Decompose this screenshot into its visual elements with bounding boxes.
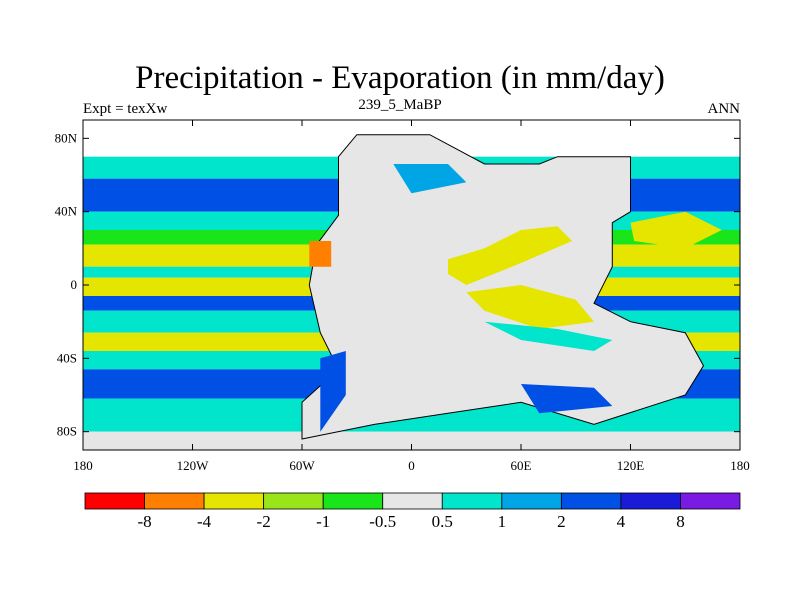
- axes: 180 120W 60W 0 60E 120E 180 80N 40N 0 40S 80S: [55, 120, 750, 473]
- colorbar-swatch-7: [501, 492, 562, 510]
- y-tick-label-4: 80S: [57, 424, 77, 439]
- colorbar: -8 -4 -2 -1 -0.5 0.5 1 2 4 8: [84, 492, 741, 531]
- field-patch-0: [448, 226, 573, 285]
- colorbar-swatch-5: [382, 492, 443, 510]
- colorbar-swatch-1: [144, 492, 205, 510]
- continent-outline: [301, 134, 705, 440]
- field-patch-5: [320, 351, 346, 432]
- colorbar-swatch-4: [322, 492, 384, 510]
- y-tick-label-0: 80N: [55, 130, 78, 145]
- colorbar-label-2: -2: [257, 512, 271, 531]
- colorbar-swatch-9: [620, 492, 681, 510]
- subtitle-label: 239_5_MaBP: [358, 97, 442, 113]
- colorbar-swatch-6: [441, 492, 503, 510]
- field-patch-2: [484, 321, 613, 351]
- x-tick-label-6: 180: [730, 458, 750, 473]
- colorbar-label-6: 1: [498, 512, 507, 531]
- colorbar-swatch-8: [560, 492, 622, 510]
- x-tick-label-4: 60E: [511, 458, 532, 473]
- colorbar-label-7: 2: [557, 512, 566, 531]
- field-patch-6: [393, 164, 467, 194]
- field-patch-4: [309, 241, 332, 267]
- colorbar-label-1: -4: [197, 512, 212, 531]
- plot-area: [83, 120, 740, 450]
- colorbar-swatch-3: [263, 492, 324, 510]
- field-patch-3: [630, 211, 722, 249]
- x-tick-label-2: 60W: [289, 458, 315, 473]
- period-label: ANN: [707, 101, 741, 117]
- x-tick-label-1: 120W: [177, 458, 210, 473]
- field-patch-1: [466, 285, 594, 329]
- y-tick-label-3: 40S: [57, 350, 77, 365]
- y-tick-label-2: 0: [71, 277, 78, 292]
- colorbar-swatch-10: [680, 492, 741, 510]
- x-tick-label-3: 0: [408, 458, 415, 473]
- colorbar-label-3: -1: [316, 512, 330, 531]
- colorbar-label-0: -8: [137, 512, 151, 531]
- x-tick-label-5: 120E: [617, 458, 645, 473]
- colorbar-label-8: 4: [617, 512, 626, 531]
- y-tick-label-1: 40N: [55, 204, 78, 219]
- field-band-14: [83, 431, 740, 450]
- colorbar-label-9: 8: [676, 512, 685, 531]
- experiment-label: Expt = texXw: [83, 101, 168, 117]
- colorbar-label-4: -0.5: [369, 512, 396, 531]
- chart-title: Precipitation - Evaporation (in mm/day): [135, 60, 665, 96]
- colorbar-swatch-2: [203, 492, 265, 510]
- field-patch-7: [521, 384, 613, 414]
- x-tick-label-0: 180: [73, 458, 93, 473]
- colorbar-swatch-0: [84, 492, 145, 510]
- colorbar-label-5: 0.5: [432, 512, 453, 531]
